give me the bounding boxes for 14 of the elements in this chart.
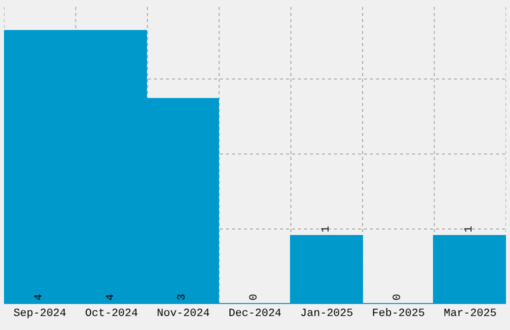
data-label: 1 <box>464 226 476 232</box>
data-label: 4 <box>105 294 117 300</box>
x-tick-label: Oct-2024 <box>85 308 138 320</box>
data-label: 4 <box>34 294 46 300</box>
data-label: 1 <box>320 226 332 232</box>
x-tick-label: Jan-2025 <box>300 308 354 320</box>
data-label: 0 <box>248 294 260 300</box>
x-tick-label: Mar-2025 <box>444 308 497 320</box>
x-tick-label: Feb-2025 <box>372 308 425 320</box>
data-label: 3 <box>176 294 188 300</box>
x-tick-label: Dec-2024 <box>228 308 282 320</box>
data-label: 0 <box>392 294 404 300</box>
x-tick-label: Nov-2024 <box>156 308 210 320</box>
x-tick-label: Sep-2024 <box>13 308 67 320</box>
